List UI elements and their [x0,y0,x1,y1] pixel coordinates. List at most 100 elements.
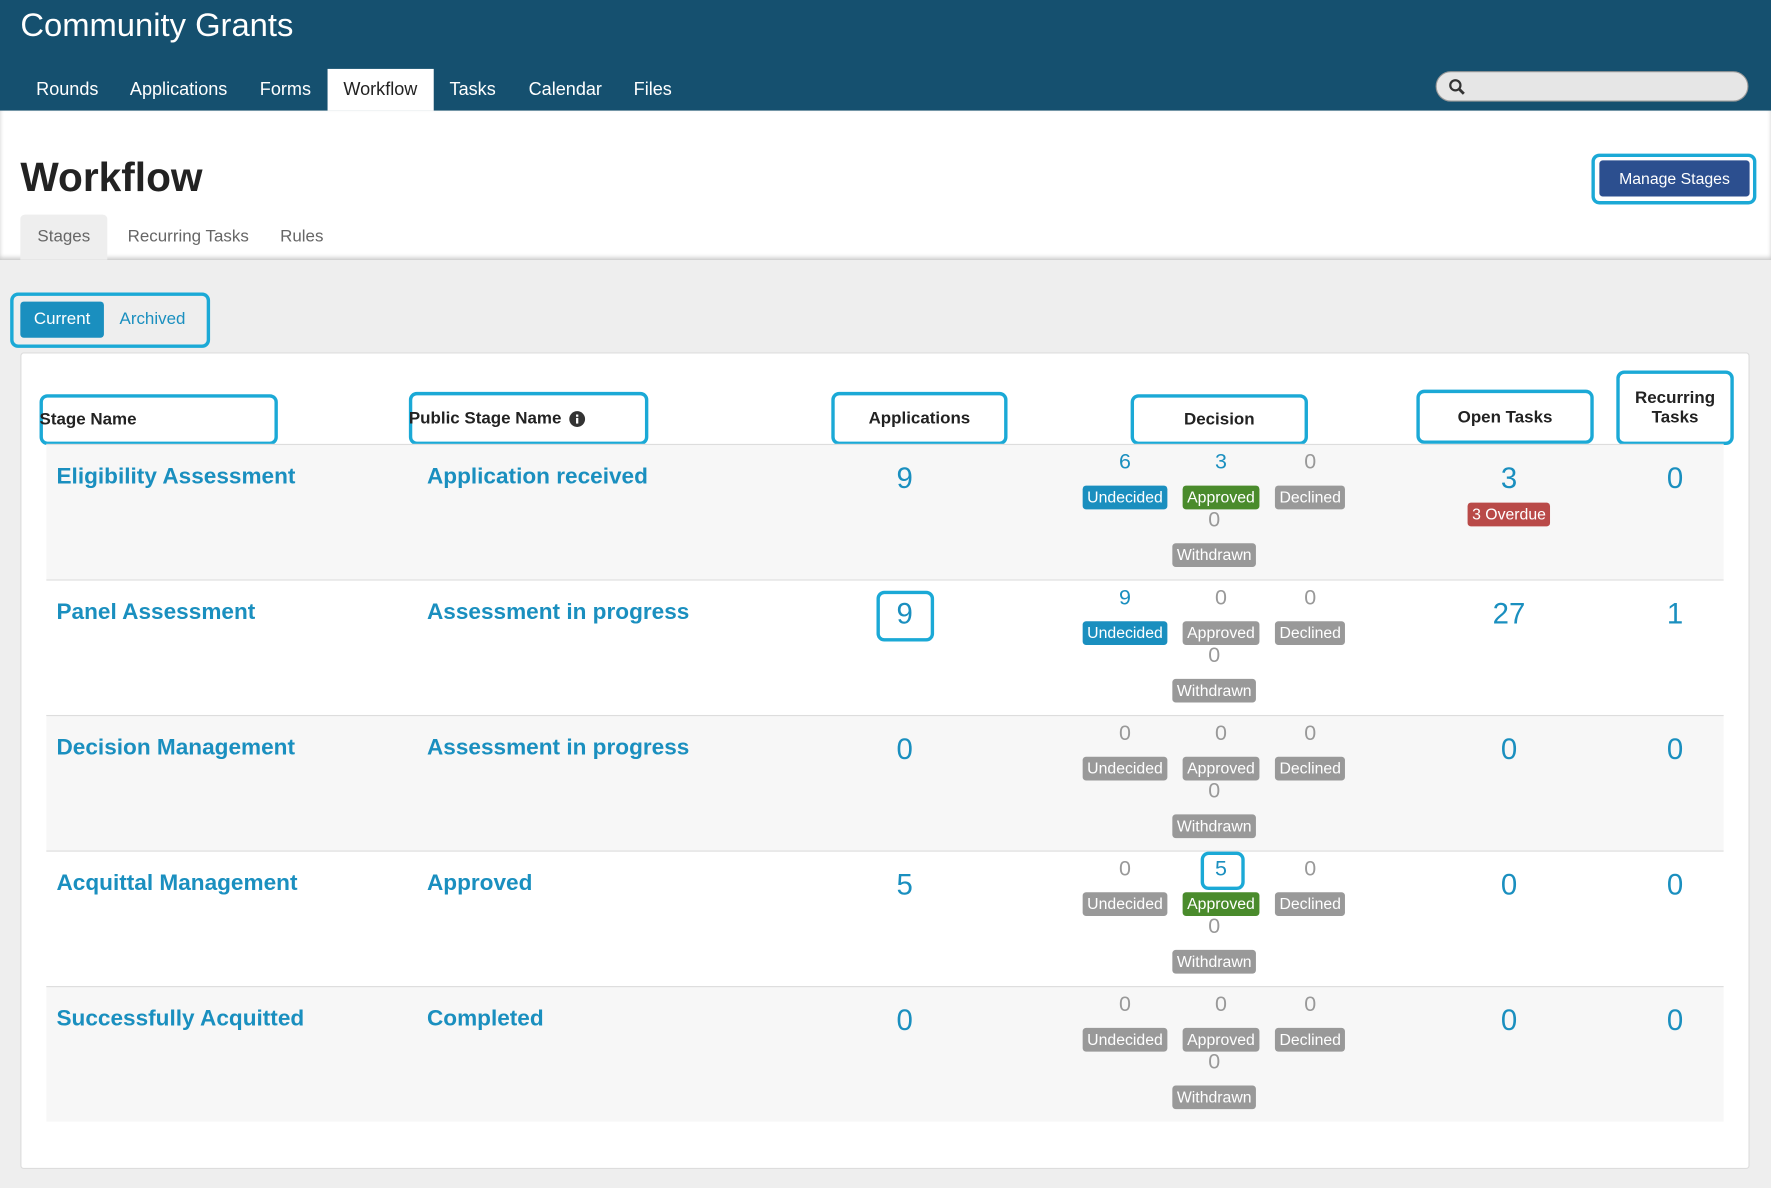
decision-count: 0 [1304,450,1317,475]
decision-badge: Withdrawn [1172,678,1257,703]
decision-badge: Withdrawn [1172,814,1257,839]
decision-count: 0 [1118,992,1131,1017]
column-header: Decision [1183,410,1255,430]
tab[interactable]: Stages [20,214,108,260]
manage-stages-button[interactable]: Manage Stages [1599,160,1750,197]
stage-name[interactable]: Eligibility Assessment [56,464,296,490]
applications-count[interactable]: 5 [896,867,913,902]
public-stage-name[interactable]: Completed [426,1006,544,1032]
highlight [1130,394,1308,446]
table-row [46,986,1724,1122]
highlight [1591,153,1757,205]
highlight [39,394,278,446]
recurring-count[interactable]: 0 [1666,731,1684,766]
column-header: Applications [868,408,971,429]
recurring-count[interactable]: 0 [1666,867,1684,902]
decision-badge: Declined [1274,756,1346,781]
toggle-current[interactable]: Current [20,301,104,338]
decision-badge: Declined [1274,1027,1346,1052]
decision-count: 0 [1215,586,1227,610]
public-stage-name[interactable]: Assessment in progress [426,599,690,625]
open-tasks-count[interactable]: 27 [1492,596,1526,631]
applications-count[interactable]: 0 [896,731,913,766]
recurring-count[interactable]: 0 [1666,460,1684,495]
column-header: Stage Name [39,410,137,430]
nav-item[interactable]: Files [633,80,672,100]
highlight [1616,370,1734,446]
highlight [1200,851,1245,891]
open-tasks-count[interactable]: 0 [1500,1002,1518,1037]
stage-name[interactable]: Successfully Acquitted [56,1006,305,1032]
decision-count: 0 [1304,857,1317,882]
public-stage-name[interactable]: Application received [426,464,648,490]
page-title: Workflow [20,153,203,200]
decision-badge: Undecided [1082,756,1168,781]
page-header [0,110,1771,260]
recurring-count[interactable]: 1 [1666,596,1684,631]
decision-badge: Withdrawn [1172,949,1257,974]
search-icon [1449,79,1465,95]
decision-badge: Approved [1182,621,1260,645]
nav-item[interactable]: Rounds [36,80,99,100]
tab[interactable]: Recurring Tasks [127,227,249,247]
decision-badge: Approved [1182,1027,1260,1052]
applications-count[interactable]: 9 [896,460,913,495]
highlight [1416,389,1594,444]
public-stage-name[interactable]: Approved [426,870,533,896]
table-row [46,850,1724,987]
overdue-badge: 3 Overdue [1467,502,1551,527]
decision-badge: Undecided [1082,485,1168,510]
highlight [408,391,649,446]
applications-count[interactable]: 0 [896,1002,913,1037]
decision-badge: Withdrawn [1172,543,1257,568]
decision-badge: Approved [1182,756,1260,781]
tab[interactable]: Rules [280,227,324,247]
site-title: Community Grants [20,7,294,45]
open-tasks-count[interactable]: 3 [1500,460,1518,495]
info-icon[interactable] [561,409,588,427]
decision-count: 0 [1215,721,1227,746]
nav-item[interactable]: Forms [259,80,311,100]
decision-count: 0 [1208,779,1221,804]
decision-badge: Withdrawn [1172,1085,1257,1110]
decision-count: 0 [1208,1050,1221,1075]
decision-badge: Declined [1274,621,1346,645]
nav-item[interactable]: Applications [129,80,228,100]
stage-name[interactable]: Panel Assessment [56,599,256,625]
decision-badge: Declined [1274,892,1346,917]
nav-item[interactable]: Workflow [327,68,434,111]
decision-count: 0 [1118,721,1131,746]
decision-count: 0 [1304,992,1317,1017]
search-input[interactable] [1435,71,1749,102]
decision-count[interactable]: 9 [1118,586,1131,610]
stage-name[interactable]: Acquittal Management [56,870,298,896]
decision-badge: Approved [1182,892,1260,917]
decision-count: 0 [1208,508,1221,532]
decision-count: 0 [1215,992,1227,1017]
decision-count: 0 [1208,914,1221,939]
decision-badge: Approved [1182,485,1260,510]
table-row [46,443,1724,580]
decision-count[interactable]: 6 [1118,450,1131,475]
open-tasks-count[interactable]: 0 [1500,867,1518,902]
nav-item[interactable]: Calendar [528,80,602,100]
table-row [46,714,1724,851]
recurring-count[interactable]: 0 [1666,1002,1684,1037]
column-header: Open Tasks [1457,407,1553,427]
decision-count[interactable]: 5 [1215,857,1227,882]
applications-count[interactable]: 9 [896,596,913,631]
public-stage-name[interactable]: Assessment in progress [426,735,690,761]
stage-name[interactable]: Decision Management [56,735,295,761]
decision-count: 0 [1208,643,1221,668]
open-tasks-count[interactable]: 0 [1500,731,1518,766]
decision-count[interactable]: 3 [1215,450,1227,475]
highlight [10,292,211,348]
toggle-archived[interactable]: Archived [119,309,186,329]
highlight [831,391,1008,446]
decision-badge: Declined [1274,485,1346,510]
decision-count: 0 [1304,586,1317,610]
decision-count: 0 [1118,857,1131,882]
nav-item[interactable]: Tasks [449,80,496,100]
